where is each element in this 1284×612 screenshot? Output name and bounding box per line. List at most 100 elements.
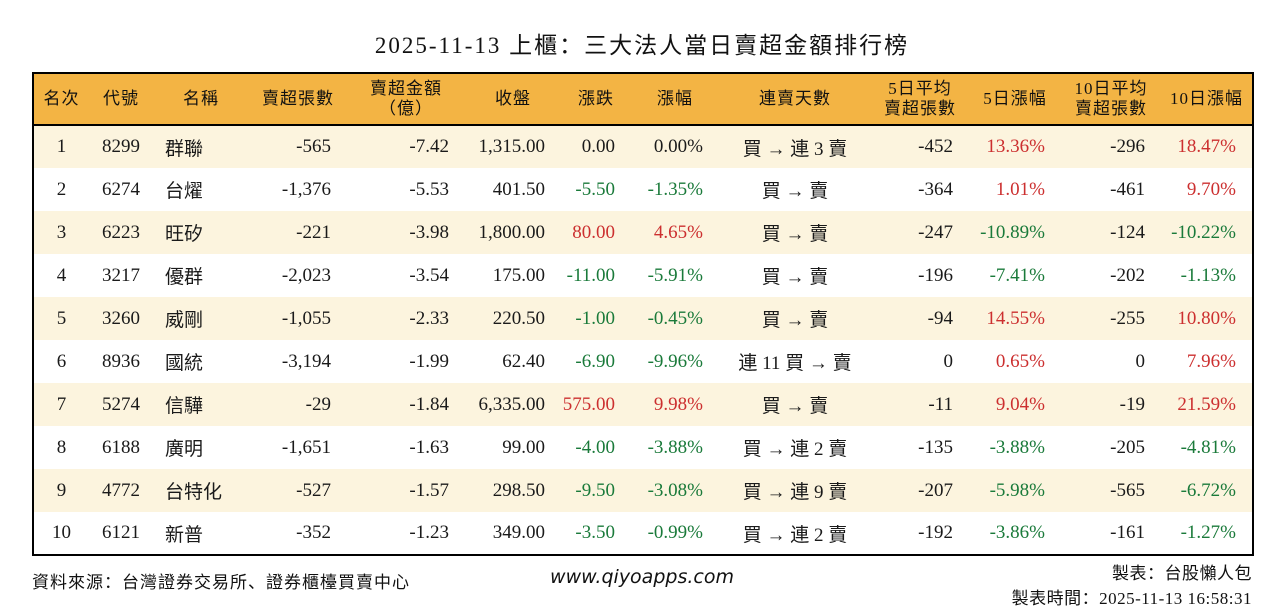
cell-name: 群聯 — [165, 138, 204, 160]
cell-streak: 連 11 買 → 賣 — [738, 353, 852, 374]
cell-pct10: 10.80% — [1177, 307, 1236, 329]
cell-pct10: 7.96% — [1186, 350, 1236, 372]
cell-change: 80.00 — [572, 221, 615, 243]
cell-streak: 買 → 賣 — [761, 310, 829, 331]
cell-changePct: -0.99% — [647, 522, 703, 543]
cell-code: 6274 — [102, 178, 140, 200]
table-row: 6 8936 國統 -3,194 -1.99 62.40 -6.90 -9.96% 連 11 買… — [33, 340, 1253, 383]
col-header-amount: 賣超金額 （億） — [347, 73, 465, 126]
cell-name: 廣明 — [165, 439, 204, 460]
cell-amount: -7.42 — [409, 136, 449, 157]
cell-code: 4772 — [102, 479, 140, 501]
cell-streak: 買 → 賣 — [761, 181, 829, 202]
cell-streak: 買 → 連 2 賣 — [742, 439, 848, 460]
cell-rank: 2 — [56, 178, 67, 200]
table-header: 名次 代號 名稱 賣超張數 賣超金額 （億） 收盤 漲跌 漲幅 連賣天數 5日平… — [33, 73, 1253, 126]
cell-streak: 買 → 連 9 賣 — [742, 482, 848, 503]
cell-streak: 買 → 連 3 賣 — [742, 138, 848, 160]
cell-changePct: -0.45% — [647, 307, 703, 329]
col-header-shares: 賣超張數 — [249, 73, 347, 126]
cell-code: 8936 — [102, 350, 140, 372]
cell-pct10: 9.70% — [1186, 178, 1236, 200]
cell-avg5: 0 — [943, 350, 954, 372]
col-header-name: 名稱 — [153, 73, 249, 126]
table-row: 1 8299 群聯 -565 -7.42 1,315.00 0.00 0.00% 買 → 連 3… — [33, 125, 1253, 168]
table-row: 4 3217 優群 -2,023 -3.54 175.00 -11.00 -5.91% 買 → … — [33, 254, 1253, 297]
table-row: 2 6274 台燿 -1,376 -5.53 401.50 -5.50 -1.35% 買 → 賣… — [33, 168, 1253, 211]
cell-avg5: -11 — [928, 393, 953, 415]
col-header-rank: 名次 — [33, 73, 89, 126]
cell-rank: 4 — [56, 264, 67, 286]
cell-close: 220.50 — [492, 307, 545, 329]
cell-avg10: -296 — [1110, 136, 1145, 157]
author-text: 製表：台股懶人包 — [1112, 564, 1252, 583]
cell-shares: -1,376 — [281, 178, 331, 200]
cell-change: -4.00 — [575, 436, 615, 458]
cell-name: 新普 — [165, 524, 204, 546]
cell-shares: -1,651 — [281, 436, 331, 458]
table-row: 9 4772 台特化 -527 -1.57 298.50 -9.50 -3.08% 買 → 連 … — [33, 469, 1253, 512]
cell-pct5: -5.98% — [989, 479, 1045, 501]
cell-avg10: -19 — [1119, 393, 1145, 415]
cell-streak: 買 → 賣 — [761, 224, 829, 245]
table-body: 1 8299 群聯 -565 -7.42 1,315.00 0.00 0.00% 買 → 連 3… — [33, 125, 1253, 555]
cell-close: 6,335.00 — [478, 393, 546, 415]
cell-shares: -527 — [296, 479, 331, 501]
table-row: 8 6188 廣明 -1,651 -1.63 99.00 -4.00 -3.88% 買 → 連 … — [33, 426, 1253, 469]
cell-shares: -3,194 — [281, 350, 331, 372]
col-header-avg5: 5日平均 賣超張數 — [871, 73, 969, 126]
cell-avg5: -196 — [918, 264, 953, 286]
cell-pct10: 21.59% — [1177, 393, 1236, 415]
cell-avg10: -255 — [1110, 307, 1145, 329]
cell-close: 1,315.00 — [478, 136, 546, 157]
table-row: 3 6223 旺矽 -221 -3.98 1,800.00 80.00 4.65% 買 → 賣 -… — [33, 211, 1253, 254]
cell-pct5: 13.36% — [986, 136, 1045, 157]
cell-shares: -29 — [305, 393, 331, 415]
cell-change: -5.50 — [575, 178, 615, 200]
generated-time-text: 製表時間：2025-11-13 16:58:31 — [1011, 589, 1252, 608]
cell-shares: -221 — [296, 221, 331, 243]
cell-shares: -2,023 — [281, 264, 331, 286]
cell-pct5: -3.88% — [989, 436, 1045, 458]
cell-streak: 買 → 賣 — [761, 267, 829, 288]
cell-rank: 9 — [56, 479, 67, 501]
cell-changePct: 9.98% — [653, 393, 703, 415]
cell-close: 1,800.00 — [478, 221, 546, 243]
cell-avg10: -202 — [1110, 264, 1145, 286]
cell-rank: 6 — [56, 350, 67, 372]
cell-change: -6.90 — [575, 350, 615, 372]
ranking-table: 名次 代號 名稱 賣超張數 賣超金額 （億） 收盤 漲跌 漲幅 連賣天數 5日平… — [32, 72, 1254, 556]
cell-amount: -1.84 — [409, 393, 449, 415]
cell-changePct: -1.35% — [647, 178, 703, 200]
cell-shares: -565 — [296, 136, 331, 157]
cell-changePct: -3.88% — [647, 436, 703, 458]
cell-name: 台特化 — [165, 482, 223, 503]
col-header-pct5: 5日漲幅 — [969, 73, 1061, 126]
col-header-avg10: 10日平均 賣超張數 — [1061, 73, 1161, 126]
cell-avg5: -94 — [927, 307, 953, 329]
col-header-change: 漲跌 — [561, 73, 631, 126]
cell-changePct: -3.08% — [647, 479, 703, 501]
cell-code: 6223 — [102, 221, 140, 243]
cell-amount: -3.98 — [409, 221, 449, 243]
cell-changePct: 4.65% — [653, 221, 703, 243]
cell-pct5: -7.41% — [989, 264, 1045, 286]
col-header-code: 代號 — [89, 73, 153, 126]
cell-change: 575.00 — [562, 393, 615, 415]
credits-block: 製表：台股懶人包 製表時間：2025-11-13 16:58:31 — [1012, 561, 1252, 611]
cell-rank: 5 — [56, 307, 67, 329]
cell-avg5: -207 — [918, 479, 953, 501]
cell-amount: -5.53 — [409, 178, 449, 200]
cell-avg5: -364 — [918, 178, 953, 200]
cell-pct10: -1.27% — [1180, 522, 1236, 543]
cell-shares: -1,055 — [281, 307, 331, 329]
cell-avg10: 0 — [1135, 350, 1146, 372]
cell-pct5: -3.86% — [989, 522, 1045, 543]
table-row: 5 3260 威剛 -1,055 -2.33 220.50 -1.00 -0.45% 買 → 賣… — [33, 297, 1253, 340]
col-header-change-pct: 漲幅 — [631, 73, 719, 126]
cell-close: 99.00 — [502, 436, 545, 458]
cell-avg5: -247 — [918, 221, 953, 243]
cell-avg10: -161 — [1110, 522, 1145, 543]
cell-avg10: -461 — [1110, 178, 1145, 200]
